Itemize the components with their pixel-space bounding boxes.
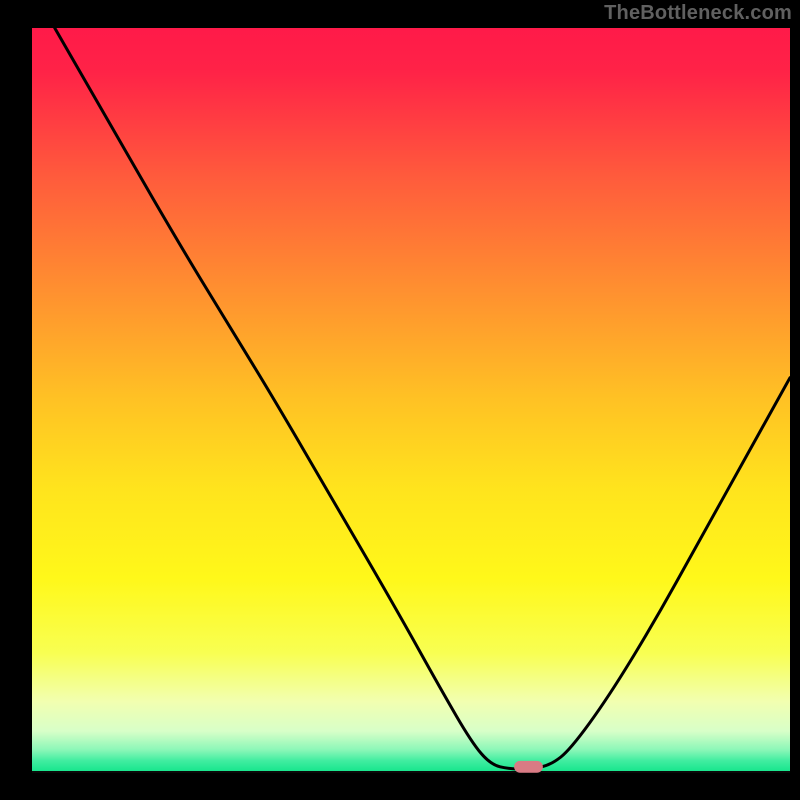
chart-stage: TheBottleneck.com [0, 0, 800, 800]
watermark-text: TheBottleneck.com [604, 2, 792, 25]
chart-svg [0, 0, 800, 800]
optimum-marker [514, 761, 543, 773]
plot-background [32, 28, 790, 772]
